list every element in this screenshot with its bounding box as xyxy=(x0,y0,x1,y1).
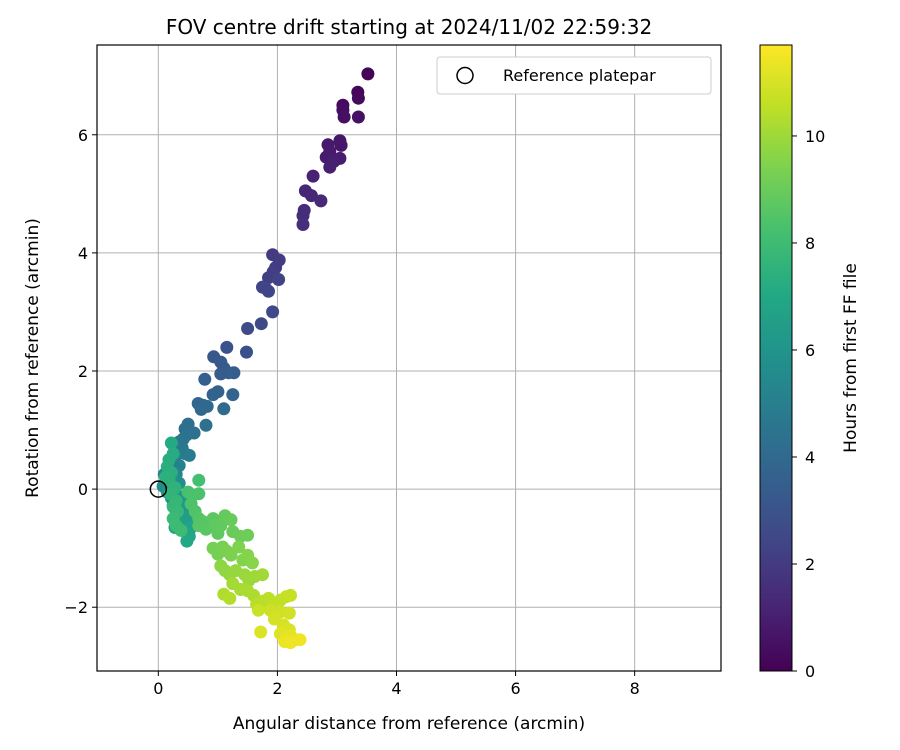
data-point xyxy=(174,523,188,537)
data-point xyxy=(314,194,328,208)
data-point xyxy=(220,340,234,354)
colorbar-tick-label: 8 xyxy=(805,234,815,253)
y-tick-label: −2 xyxy=(64,598,88,617)
legend-box xyxy=(436,56,712,95)
data-point xyxy=(323,160,337,174)
data-point xyxy=(351,110,365,124)
colorbar: 0 2 4 6 8 10 Hours from first FF file xyxy=(759,44,861,681)
data-point xyxy=(182,448,196,462)
data-point xyxy=(206,388,220,402)
colorbar-tick-label: 0 xyxy=(805,662,815,681)
legend-entry-reference: Reference platepar xyxy=(503,66,656,85)
y-axis-label: Rotation from reference (arcmin) xyxy=(23,218,43,498)
data-point xyxy=(232,540,246,554)
grid-lines xyxy=(97,45,721,671)
data-point xyxy=(241,528,255,542)
y-tick-label: 4 xyxy=(78,244,88,263)
data-point xyxy=(192,473,206,487)
colorbar-tick-label: 10 xyxy=(805,127,825,146)
colorbar-tick-label: 6 xyxy=(805,341,815,360)
chart-title: FOV centre drift starting at 2024/11/02 … xyxy=(166,15,652,39)
data-point xyxy=(251,603,265,617)
x-tick-label: 0 xyxy=(153,679,163,698)
data-point xyxy=(223,591,237,605)
y-axis-ticks: −2 0 2 4 6 xyxy=(64,126,97,617)
data-point xyxy=(266,305,280,319)
data-point xyxy=(226,388,240,402)
x-tick-label: 8 xyxy=(630,679,640,698)
data-point xyxy=(245,556,259,570)
data-point xyxy=(164,436,178,450)
legend-marker-icon xyxy=(456,66,474,85)
data-point xyxy=(224,548,238,562)
plot-frame xyxy=(96,44,722,672)
x-tick-label: 2 xyxy=(272,679,282,698)
x-axis-ticks: 0 2 4 6 8 xyxy=(153,671,640,698)
data-point xyxy=(198,372,212,386)
colorbar-gradient xyxy=(759,44,793,672)
data-point xyxy=(282,606,296,620)
data-point xyxy=(337,110,351,124)
data-point xyxy=(227,366,241,380)
x-tick-label: 6 xyxy=(510,679,520,698)
reference-point-marker xyxy=(149,480,168,498)
colorbar-tick-label: 4 xyxy=(805,448,815,467)
data-point xyxy=(334,138,348,152)
data-point xyxy=(262,271,275,285)
data-point xyxy=(254,317,268,331)
colorbar-ticks: 0 2 4 6 8 10 xyxy=(792,127,825,681)
data-point xyxy=(254,625,268,639)
data-point xyxy=(240,345,253,359)
data-point xyxy=(351,91,365,105)
data-point xyxy=(214,519,228,533)
data-point xyxy=(224,513,238,527)
data-point xyxy=(217,402,231,416)
legend: Reference platepar xyxy=(436,56,712,95)
data-point xyxy=(199,418,213,432)
data-point xyxy=(192,487,206,501)
data-point xyxy=(293,633,307,647)
data-point xyxy=(306,169,320,183)
data-point xyxy=(256,568,269,582)
data-point xyxy=(194,402,208,416)
y-tick-label: 2 xyxy=(78,362,88,381)
data-point xyxy=(272,273,286,286)
y-tick-label: 6 xyxy=(78,126,88,145)
data-point xyxy=(241,322,255,335)
colorbar-label: Hours from first FF file xyxy=(841,263,861,453)
data-point xyxy=(296,218,310,231)
data-points xyxy=(156,67,375,650)
colorbar-tick-label: 2 xyxy=(805,555,815,574)
data-point xyxy=(361,67,375,81)
data-point xyxy=(262,284,275,298)
y-tick-label: 0 xyxy=(78,480,88,499)
x-axis-label: Angular distance from reference (arcmin) xyxy=(233,714,585,734)
data-point xyxy=(304,189,318,203)
x-tick-label: 4 xyxy=(391,679,401,698)
data-point xyxy=(284,588,297,602)
data-point xyxy=(180,534,194,548)
